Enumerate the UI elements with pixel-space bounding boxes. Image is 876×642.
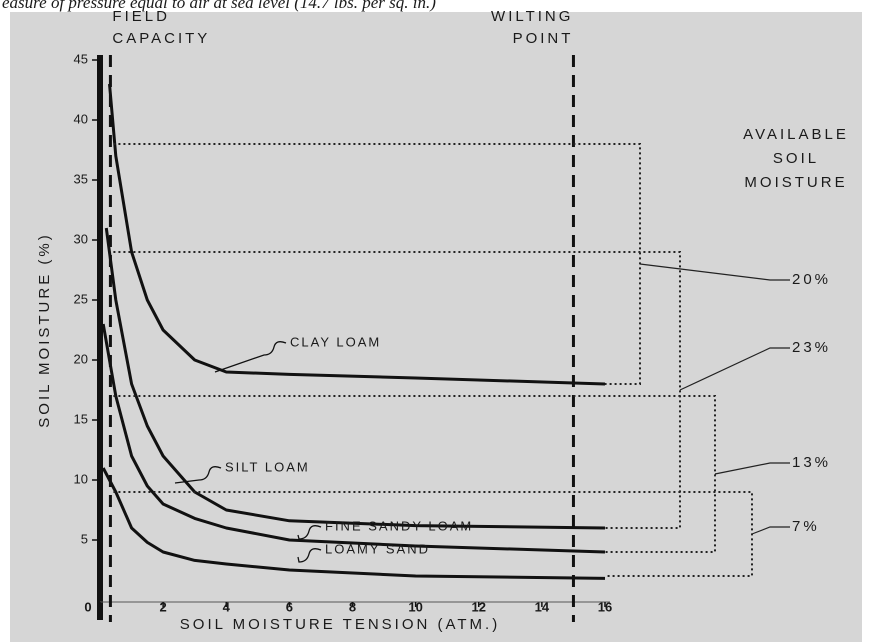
chart-subtitle: easure of pressure equal to air at sea l… xyxy=(2,0,436,12)
available-value-label: 13% xyxy=(792,454,831,471)
curve-label: FINE SANDY LOAM xyxy=(325,518,473,533)
x-tick-label: 16 xyxy=(598,599,612,614)
x-tick-label: 10 xyxy=(408,599,422,614)
y-tick-label: 25 xyxy=(74,291,88,306)
available-title: MOISTURE xyxy=(744,174,847,191)
y-tick-label: 10 xyxy=(74,471,88,486)
reference-label: CAPACITY xyxy=(112,30,210,47)
label-pointer xyxy=(297,548,322,563)
y-tick-label: 45 xyxy=(74,51,88,66)
bracket-leader xyxy=(751,526,790,535)
x-tick-label: 0 xyxy=(84,599,91,614)
x-tick-label: 2 xyxy=(160,599,167,614)
curve-label: SILT LOAM xyxy=(225,459,310,474)
curve xyxy=(101,323,606,554)
available-title: SOIL xyxy=(773,150,819,167)
curve-label: LOAMY SAND xyxy=(325,541,430,556)
bracket-leader xyxy=(639,263,790,281)
available-title: AVAILABLE xyxy=(743,126,849,143)
x-tick-label: 14 xyxy=(535,599,550,614)
curve xyxy=(104,227,606,530)
available-bracket xyxy=(113,395,716,553)
available-value-label: 20% xyxy=(792,271,831,288)
available-value-label: 7% xyxy=(792,518,820,535)
label-pointer xyxy=(174,466,222,484)
y-axis-label: SOIL MOISTURE (%) xyxy=(36,232,53,427)
y-tick-label: 15 xyxy=(74,411,88,426)
y-tick-label: 35 xyxy=(74,171,88,186)
label-pointer xyxy=(214,341,287,373)
chart-panel xyxy=(10,12,862,642)
reference-label: FIELD xyxy=(112,8,170,25)
bracket-leader xyxy=(714,462,790,475)
x-tick-label: 4 xyxy=(223,599,231,614)
y-tick-label: 20 xyxy=(74,351,88,366)
y-tick-label: 30 xyxy=(74,231,88,246)
reference-label: POINT xyxy=(513,30,574,47)
x-tick-label: 6 xyxy=(286,599,293,614)
x-tick-label: 8 xyxy=(349,599,356,614)
curve-label: CLAY LOAM xyxy=(290,334,381,349)
y-tick-label: 5 xyxy=(81,531,88,546)
label-pointer xyxy=(297,525,322,540)
x-axis-label: SOIL MOISTURE TENSION (ATM.) xyxy=(180,616,500,633)
reference-label: WILTING xyxy=(491,8,573,25)
available-bracket xyxy=(113,251,681,529)
bracket-leader xyxy=(679,347,790,391)
x-tick-label: 12 xyxy=(472,599,486,614)
curve xyxy=(108,83,606,386)
curve xyxy=(101,467,606,580)
available-value-label: 23% xyxy=(792,339,831,356)
y-tick-label: 40 xyxy=(74,111,88,126)
